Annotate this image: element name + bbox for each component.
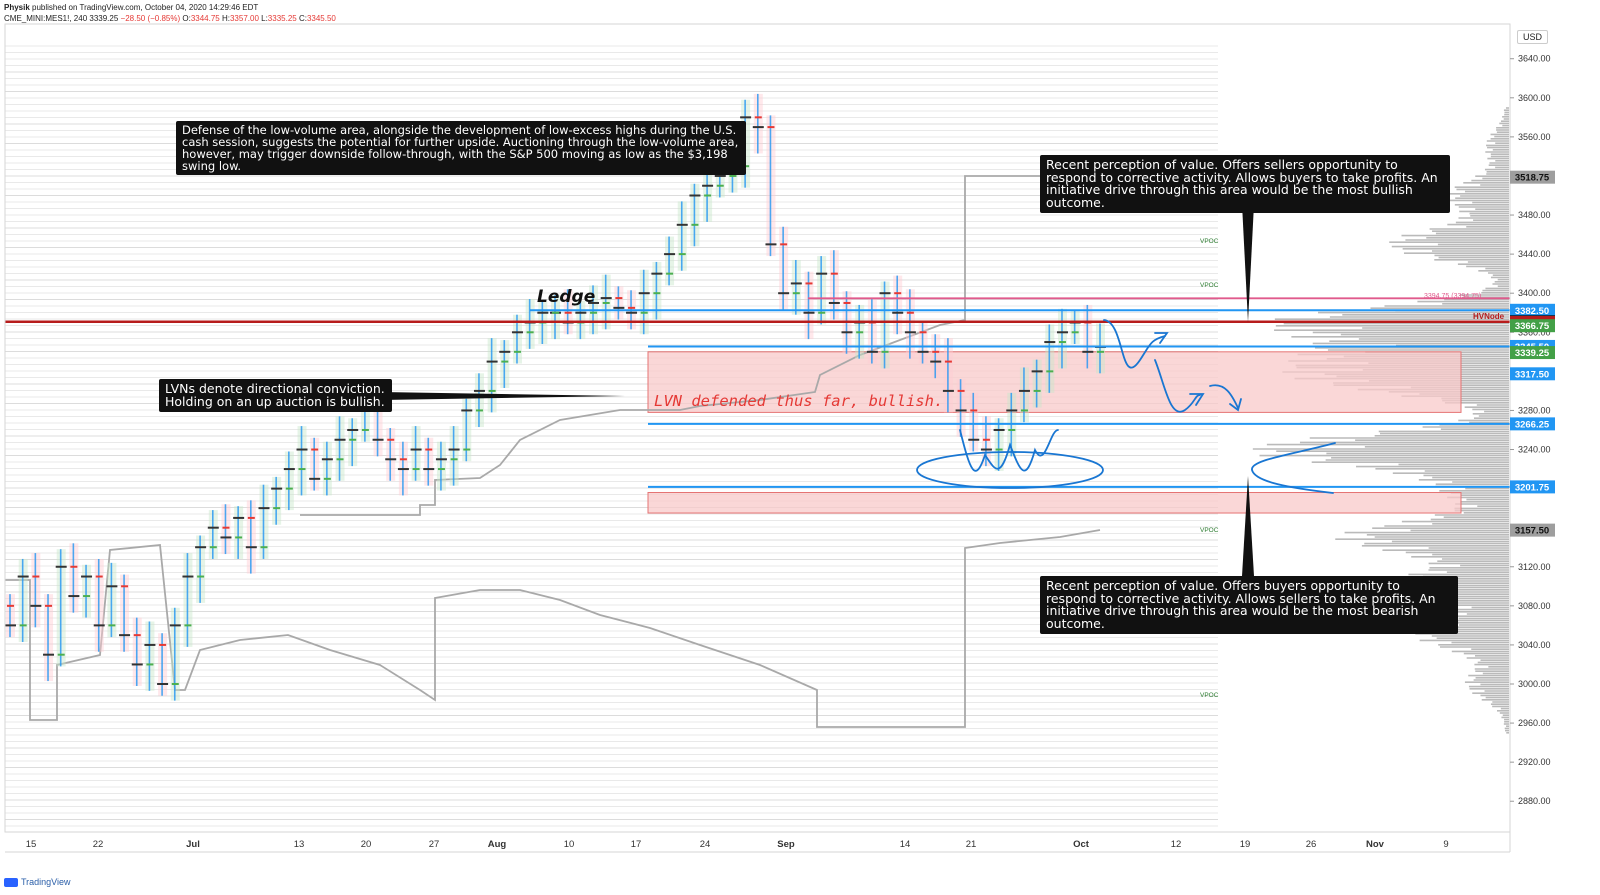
open-value: 3344.75 <box>190 14 220 23</box>
price-label-box <box>1510 170 1555 184</box>
lvn-zones <box>647 351 1462 514</box>
scribble <box>959 429 1059 472</box>
lvn-zone-2 <box>647 492 1462 514</box>
top-note: Defense of the low-volume area, alongsid… <box>176 121 746 175</box>
arrow-up-head <box>1154 332 1169 344</box>
price-label-box <box>1510 367 1555 381</box>
price-labels: 3518.753382.503370.753370.003366.753345.… <box>1510 170 1555 537</box>
x-tick-label: Oct <box>1073 839 1090 850</box>
change: −28.50 (−0.85%) <box>120 14 181 23</box>
x-tick-label: 26 <box>1306 839 1317 850</box>
price-label-text: 3266.25 <box>1515 419 1550 430</box>
y-tick-label: 3440.00 <box>1518 249 1551 259</box>
vpoc-label: VPOC <box>1200 238 1219 245</box>
y-tick-label: 3240.00 <box>1518 445 1551 455</box>
brand-label: TradingView <box>21 877 71 887</box>
arrow-down-head <box>1189 393 1205 406</box>
x-tick-label: 20 <box>361 839 372 850</box>
y-tick-label: 2960.00 <box>1518 718 1551 728</box>
tradingview-brand[interactable]: TradingView <box>4 877 71 887</box>
upper-note: Recent perception of value. Offers selle… <box>1040 155 1450 213</box>
price-label-box <box>1510 417 1555 431</box>
close-value: 3345.50 <box>306 14 336 23</box>
y-tick-label: 3600.00 <box>1518 93 1551 103</box>
y-tick-label: 3480.00 <box>1518 210 1551 220</box>
price-label-text: 3339.25 <box>1515 348 1550 359</box>
y-tick-label: 3640.00 <box>1518 54 1551 64</box>
y-tick-label: 3560.00 <box>1518 132 1551 142</box>
publisher-line: Physik published on TradingView.com, Oct… <box>4 3 258 12</box>
x-tick-label: 12 <box>1171 839 1182 850</box>
tradingview-logo-icon <box>4 877 18 887</box>
vpoc-label: VPOC <box>1200 692 1219 699</box>
price-label-box <box>1510 346 1555 360</box>
hvnode-label: HVNode <box>1473 312 1505 321</box>
price-label-box <box>1510 480 1555 494</box>
arrow-up-path <box>1103 319 1166 369</box>
price-label-text: 3201.75 <box>1515 482 1550 493</box>
currency-button[interactable]: USD <box>1517 30 1549 44</box>
lower-note: Recent perception of value. Offers buyer… <box>1040 576 1458 634</box>
x-tick-label: 17 <box>631 839 642 850</box>
x-tick-label: Nov <box>1366 839 1385 850</box>
x-tick-label: 13 <box>294 839 305 850</box>
price-label-box <box>1510 303 1555 317</box>
y-tick-label: 3120.00 <box>1518 562 1551 572</box>
hand-drawings <box>380 204 1336 576</box>
x-tick-label: 27 <box>429 839 440 850</box>
y-tick-label: 3040.00 <box>1518 640 1551 650</box>
price-label-text: 3366.75 <box>1515 321 1550 332</box>
x-tick-label: 19 <box>1240 839 1251 850</box>
x-tick-label: Jul <box>186 839 200 850</box>
lvn-note-pointer <box>380 392 625 400</box>
symbol-line: CME_MINI:MES1!, 240 3339.25 −28.50 (−0.8… <box>4 14 336 23</box>
symbol[interactable]: CME_MINI:MES1!, 240 <box>4 14 88 23</box>
vpoc-label: VPOC <box>1200 282 1219 289</box>
lvn-zone-label: LVN defended thus far, bullish. <box>654 392 943 410</box>
upper-note-pointer <box>1242 204 1254 322</box>
y-tick-label: 3280.00 <box>1518 405 1551 415</box>
pink-line-label: 3394.75 (3394.75) <box>1424 293 1481 300</box>
profile-bracket <box>1251 442 1336 494</box>
y-tick-label: 2920.00 <box>1518 757 1551 767</box>
key-levels: Ledge LVN defended thus far, bullish. HVNo… <box>5 238 1510 699</box>
arrow-right-path <box>1209 384 1239 409</box>
y-tick-label: 3000.00 <box>1518 679 1551 689</box>
x-tick-label: Sep <box>777 839 795 850</box>
arrow-right-head <box>1229 398 1242 412</box>
lvn-note: LVNs denote directional conviction. Hold… <box>159 379 392 412</box>
x-tick-label: 14 <box>900 839 911 850</box>
price-label-box <box>1510 523 1555 537</box>
x-tick-label: 9 <box>1443 839 1448 850</box>
x-tick-label: Aug <box>488 839 507 850</box>
price-label-text: 3317.50 <box>1515 369 1549 380</box>
x-tick-label: 10 <box>564 839 575 850</box>
lvn-zone-1 <box>647 351 1462 413</box>
publisher[interactable]: Physik <box>4 3 30 12</box>
published-text: published on TradingView.com, October 04… <box>32 3 259 12</box>
arrow-down-path <box>1154 359 1201 413</box>
y-tick-label: 3360.00 <box>1518 327 1551 337</box>
x-tick-label: 15 <box>26 839 37 850</box>
last-price: 3339.25 <box>89 14 119 23</box>
x-tick-label: 21 <box>966 839 977 850</box>
range-ellipse <box>916 451 1104 489</box>
x-tick-label: 24 <box>700 839 711 850</box>
price-label-box <box>1510 319 1555 333</box>
y-tick-label: 2880.00 <box>1518 796 1551 806</box>
value-line-lower <box>5 529 1101 728</box>
y-tick-label: 3400.00 <box>1518 288 1551 298</box>
price-label-text: 3382.50 <box>1515 306 1549 317</box>
price-label-text: 3157.50 <box>1515 526 1549 537</box>
ledge-label: Ledge <box>537 287 595 307</box>
high-value: 3357.00 <box>229 14 259 23</box>
price-label-text: 3518.75 <box>1515 173 1550 184</box>
lower-note-pointer <box>1242 476 1254 576</box>
y-tick-label: 3080.00 <box>1518 601 1551 611</box>
x-tick-label: 22 <box>93 839 104 850</box>
low-value: 3335.25 <box>267 14 297 23</box>
vpoc-label: VPOC <box>1200 527 1219 534</box>
